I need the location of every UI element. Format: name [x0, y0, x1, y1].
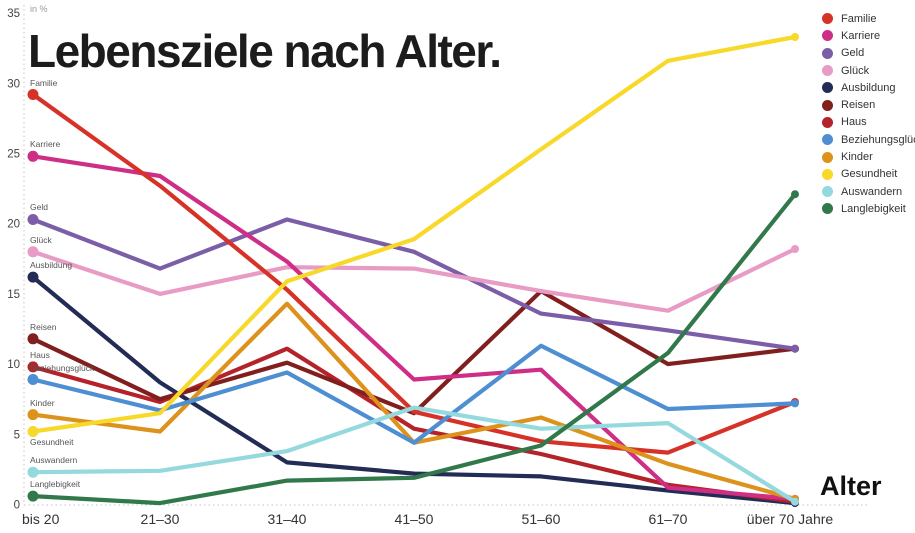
- y-tick-label: 30: [7, 78, 20, 90]
- series-end-dot: [791, 245, 799, 253]
- series-Geld[interactable]: [27, 214, 800, 353]
- legend-item[interactable]: Reisen: [822, 96, 915, 113]
- series-start-dot: [27, 271, 39, 283]
- legend-label: Kinder: [841, 151, 873, 164]
- series-end-dot: [791, 190, 799, 199]
- x-tick-label: bis 20: [22, 511, 60, 527]
- x-tick-label: 61–70: [649, 511, 688, 527]
- series-end-dot: [791, 497, 799, 506]
- x-tick-label: 31–40: [268, 511, 307, 527]
- series-Reisen[interactable]: [27, 289, 800, 416]
- legend-label: Auswandern: [841, 185, 903, 198]
- series-label-Gesundheit: Gesundheit: [30, 437, 74, 448]
- x-tick-label: 51–60: [522, 511, 561, 527]
- legend-dot-icon: [822, 151, 833, 163]
- x-axis-title: Alter: [820, 471, 882, 501]
- y-tick-label: 5: [14, 429, 20, 441]
- series-label-Geld: Geld: [30, 202, 48, 213]
- legend-dot-icon: [822, 168, 833, 180]
- series-start-dot: [27, 426, 39, 437]
- legend-item[interactable]: Gesundheit: [822, 166, 915, 183]
- legend-dot-icon: [822, 134, 833, 146]
- legend-label: Gesundheit: [841, 168, 898, 181]
- series-label-Auswandern: Auswandern: [30, 455, 78, 466]
- series-label-Glück: Glück: [30, 234, 52, 245]
- series-start-dot: [27, 150, 39, 162]
- series-Langlebigkeit[interactable]: [27, 190, 800, 506]
- legend-label: Karriere: [841, 29, 881, 42]
- series-Glück[interactable]: [27, 245, 800, 313]
- series-Karriere[interactable]: [27, 150, 800, 503]
- legend-item[interactable]: Geld: [822, 45, 915, 62]
- y-tick-label: 25: [7, 149, 20, 161]
- legend-dot-icon: [822, 65, 833, 77]
- series-start-dot: [27, 246, 39, 258]
- legend-dot-icon: [822, 82, 833, 94]
- series-end-dot: [791, 399, 799, 408]
- y-tick-label: 10: [7, 359, 20, 371]
- x-tick-label: 41–50: [395, 511, 434, 527]
- x-tick-label: 21–30: [141, 511, 180, 527]
- series-start-dot: [27, 490, 39, 502]
- series-label-Ausbildung: Ausbildung: [30, 260, 73, 271]
- legend-item[interactable]: Familie: [822, 10, 915, 27]
- legend-item[interactable]: Haus: [822, 114, 915, 131]
- series-start-dot: [27, 89, 39, 100]
- series-label-Langlebigkeit: Langlebigkeit: [30, 479, 81, 490]
- series-label-Reisen: Reisen: [30, 321, 57, 332]
- series-label-Beziehungsglück: Beziehungsglück: [30, 362, 95, 373]
- legend-item[interactable]: Langlebigkeit: [822, 200, 915, 217]
- series-Auswandern[interactable]: [27, 405, 800, 506]
- legend-label: Langlebigkeit: [841, 202, 906, 215]
- y-tick-label: 15: [7, 289, 20, 301]
- legend-dot-icon: [822, 186, 833, 198]
- legend-label: Beziehungsglück: [841, 133, 915, 146]
- series-end-dot: [791, 33, 799, 41]
- legend-item[interactable]: Karriere: [822, 27, 915, 44]
- legend-item[interactable]: Kinder: [822, 148, 915, 165]
- legend-label: Familie: [841, 12, 877, 25]
- series-label-Familie: Familie: [30, 77, 58, 88]
- chart-title: Lebensziele nach Alter.: [28, 25, 502, 77]
- legend-dot-icon: [822, 99, 833, 111]
- series-label-Kinder: Kinder: [30, 397, 55, 408]
- series-start-dot: [27, 361, 39, 373]
- series-start-dot: [27, 214, 39, 225]
- x-tick-label: über 70 Jahre: [747, 511, 834, 527]
- y-tick-label: 35: [7, 8, 20, 20]
- legend-item[interactable]: Glück: [822, 62, 915, 79]
- legend-label: Geld: [841, 47, 865, 60]
- series-label-Haus: Haus: [30, 349, 50, 360]
- series-Gesundheit[interactable]: [27, 33, 800, 437]
- legend-label: Ausbildung: [841, 81, 896, 94]
- legend-label: Haus: [841, 116, 867, 129]
- series-start-dot: [27, 466, 39, 478]
- series-start-dot: [27, 333, 39, 345]
- y-tick-label: 20: [7, 219, 20, 231]
- legend: Familie Karriere Geld Glück Ausbildung Reisen…: [822, 10, 915, 218]
- legend-item[interactable]: Ausbildung: [822, 79, 915, 96]
- series-label-Karriere: Karriere: [30, 139, 61, 150]
- series-start-dot: [27, 374, 39, 385]
- y-axis-unit-label: in %: [30, 4, 48, 14]
- legend-dot-icon: [822, 47, 833, 59]
- legend-dot-icon: [822, 116, 833, 128]
- legend-item[interactable]: Beziehungsglück: [822, 131, 915, 148]
- y-tick-label: 0: [14, 500, 20, 512]
- series-start-dot: [27, 409, 39, 421]
- legend-dot-icon: [822, 30, 833, 42]
- legend-label: Reisen: [841, 99, 876, 112]
- legend-label: Glück: [841, 64, 870, 77]
- series-end-dot: [791, 344, 799, 353]
- legend-dot-icon: [822, 13, 833, 25]
- legend-dot-icon: [822, 203, 833, 215]
- legend-item[interactable]: Auswandern: [822, 183, 915, 200]
